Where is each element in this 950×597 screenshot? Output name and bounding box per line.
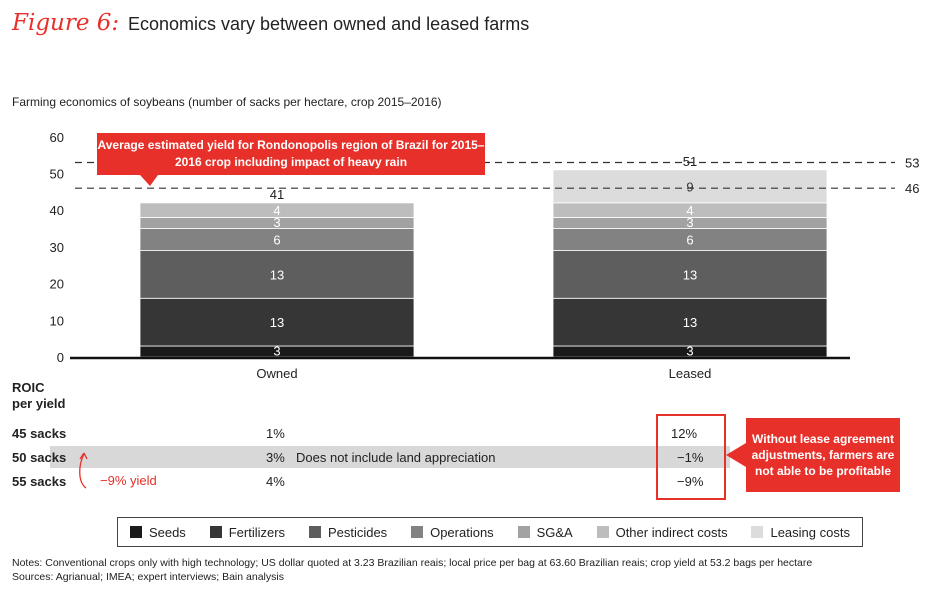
legend-label: Other indirect costs: [615, 524, 728, 540]
legend-swatch: [596, 526, 609, 538]
total-label: 51: [683, 154, 697, 169]
legend-label: Seeds: [148, 524, 186, 540]
y-tick-label: 30: [50, 240, 64, 255]
data-label: 9: [686, 179, 693, 194]
bar-segment: [552, 250, 828, 299]
data-label: 13: [683, 267, 697, 282]
figure-label: Figure 6:: [12, 10, 120, 36]
legend-swatch: [308, 526, 321, 538]
legend-swatch: [411, 526, 424, 538]
leased-roic-highlight: [656, 414, 726, 500]
data-label: 13: [270, 267, 284, 282]
data-label: 4: [686, 203, 693, 218]
legend-label: SG&A: [536, 524, 573, 540]
roic-owned-55: 4%: [266, 474, 285, 489]
data-label: 3: [273, 215, 280, 230]
callout-arrow-icon: [726, 443, 746, 467]
roic-header-line-2: per yield: [12, 396, 66, 411]
legend-label: Fertilizers: [228, 524, 286, 540]
data-label: 6: [686, 233, 693, 248]
roic-header-line-1: ROIC: [12, 380, 45, 395]
total-label: 41: [270, 187, 284, 202]
roic-leased-45: 12%: [671, 426, 698, 441]
bar-segment: [139, 297, 415, 347]
reference-line-label: 46: [905, 181, 919, 196]
land-appreciation-note: Does not include land appreciation: [296, 450, 496, 465]
data-label: 13: [683, 315, 697, 330]
y-tick-label: 10: [50, 313, 64, 328]
legend-item: SG&A: [517, 524, 573, 540]
notes-line: Notes: Conventional crops only with high…: [12, 557, 813, 569]
bar-segment: [139, 202, 415, 218]
legend-item: Leasing costs: [751, 525, 850, 540]
roic-row-label-45: 45 sacks: [12, 426, 67, 441]
notes: Notes: Conventional crops only with high…: [12, 556, 812, 584]
sources-line: Sources: Agrianual; IMEA; expert intervi…: [12, 571, 284, 583]
legend-item: Fertilizers: [209, 524, 286, 540]
yield-callout: Average estimated yield for Rondonopolis…: [97, 133, 485, 175]
y-tick-label: 60: [50, 130, 64, 145]
legend-swatch: [517, 526, 530, 538]
category-label: Owned: [256, 366, 297, 381]
reference-line-label: 53: [905, 155, 919, 170]
y-tick-label: 0: [57, 350, 64, 365]
profitability-callout: Without lease agreement adjustments, far…: [746, 418, 900, 492]
legend-swatch: [209, 526, 222, 538]
chart-subtitle: Farming economics of soybeans (number of…: [12, 95, 442, 109]
roic-owned-45: 1%: [266, 426, 285, 441]
legend-swatch: [129, 526, 142, 538]
legend-item: Operations: [411, 525, 494, 540]
data-label: 4: [273, 203, 280, 218]
roic-row-label-55: 55 sacks: [12, 474, 67, 489]
bar-segment: [139, 250, 415, 299]
highlight-band: [50, 446, 730, 468]
legend-label: Pesticides: [327, 524, 388, 540]
roic-leased-55: −9%: [677, 474, 704, 489]
legend: Seeds Fertilizers Pesticides Operations SG&A…: [117, 517, 863, 547]
roic-row-label-50: 50 sacks: [12, 450, 67, 465]
stacked-bar-chart: 01020304050603131363441Owned31313634951L…: [50, 130, 920, 381]
category-label: Leased: [669, 366, 712, 381]
data-label: 3: [686, 343, 693, 358]
roic-header: ROIC per yield: [12, 380, 65, 412]
legend-item: Seeds: [129, 524, 186, 540]
legend-swatch: [751, 526, 764, 538]
figure-title: Economics vary between owned and leased …: [128, 14, 530, 34]
bar-segment: [552, 297, 828, 347]
yield-arrow-icon: [79, 452, 88, 489]
legend-item: Other indirect costs: [596, 524, 728, 540]
y-tick-label: 20: [50, 277, 64, 292]
legend-label: Leasing costs: [770, 524, 850, 540]
roic-owned-50: 3%: [266, 450, 285, 465]
roic-leased-50: −1%: [677, 450, 704, 465]
data-label: 3: [273, 343, 280, 358]
legend-item: Pesticides: [308, 524, 388, 540]
data-label: 6: [273, 233, 280, 248]
callout-pointer-icon: [140, 175, 158, 186]
data-label: 13: [270, 315, 284, 330]
y-tick-label: 50: [50, 167, 64, 182]
yield-note: −9% yield: [100, 473, 157, 488]
y-tick-label: 40: [50, 203, 64, 218]
legend-label: Operations: [430, 524, 494, 540]
bar-segment: [552, 169, 828, 204]
data-label: 3: [686, 215, 693, 230]
